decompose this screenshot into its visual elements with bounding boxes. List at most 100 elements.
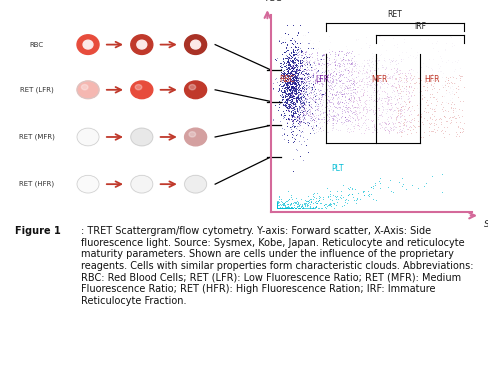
Point bbox=[429, 122, 437, 128]
Point bbox=[327, 81, 335, 87]
Point bbox=[298, 63, 306, 69]
Point bbox=[319, 69, 327, 75]
Point bbox=[349, 93, 357, 99]
Point bbox=[285, 77, 293, 83]
Point bbox=[291, 67, 299, 73]
Point bbox=[293, 111, 301, 117]
Point bbox=[285, 205, 293, 211]
Point bbox=[273, 202, 281, 208]
Point bbox=[284, 31, 292, 37]
Point bbox=[324, 62, 331, 68]
Point bbox=[278, 94, 285, 100]
Point bbox=[349, 77, 357, 84]
Point bbox=[278, 94, 286, 100]
Point bbox=[288, 93, 296, 99]
Point bbox=[303, 112, 311, 118]
Point bbox=[328, 120, 336, 126]
Point bbox=[334, 52, 342, 58]
Point bbox=[279, 205, 286, 211]
Point bbox=[324, 107, 332, 113]
Point bbox=[284, 94, 292, 101]
Point bbox=[349, 197, 357, 203]
Point bbox=[383, 101, 390, 107]
Point bbox=[308, 96, 316, 102]
Point bbox=[334, 69, 342, 75]
Point bbox=[280, 49, 288, 55]
Point bbox=[360, 100, 368, 106]
Point bbox=[313, 100, 321, 106]
Point bbox=[285, 85, 293, 91]
Point bbox=[414, 75, 422, 81]
Point bbox=[282, 205, 290, 211]
Point bbox=[399, 75, 407, 81]
Point bbox=[344, 85, 351, 91]
Point bbox=[295, 94, 303, 100]
Point bbox=[288, 92, 296, 98]
Point bbox=[282, 97, 290, 103]
Point bbox=[280, 90, 288, 96]
Point bbox=[361, 68, 369, 74]
Point bbox=[294, 44, 302, 50]
Point bbox=[290, 84, 298, 90]
Point bbox=[292, 118, 300, 124]
Point bbox=[290, 93, 298, 99]
Point bbox=[374, 88, 382, 94]
Point bbox=[285, 65, 292, 71]
Point bbox=[292, 97, 300, 103]
Point bbox=[291, 91, 299, 98]
Point bbox=[393, 110, 401, 116]
Point bbox=[408, 76, 416, 82]
Point bbox=[298, 109, 305, 115]
Point bbox=[278, 70, 285, 76]
Point bbox=[336, 192, 344, 198]
Point bbox=[382, 121, 389, 127]
Point bbox=[298, 99, 305, 105]
Point bbox=[290, 70, 298, 76]
Point bbox=[315, 81, 323, 87]
Point bbox=[438, 130, 446, 136]
Point bbox=[426, 100, 434, 106]
Point bbox=[300, 54, 307, 60]
Point bbox=[290, 77, 298, 84]
Point bbox=[274, 205, 282, 211]
Point bbox=[292, 70, 300, 76]
Point bbox=[288, 66, 296, 72]
Point bbox=[393, 92, 401, 98]
Point bbox=[305, 130, 313, 136]
Point bbox=[288, 58, 296, 64]
Point bbox=[287, 70, 295, 76]
Point bbox=[291, 88, 299, 94]
Point bbox=[295, 96, 303, 102]
Point bbox=[284, 103, 292, 109]
Point bbox=[343, 96, 351, 102]
Point bbox=[289, 99, 297, 105]
Point bbox=[334, 72, 342, 78]
Point bbox=[285, 43, 293, 50]
Point bbox=[361, 75, 369, 81]
Point bbox=[355, 68, 363, 74]
Point bbox=[289, 81, 297, 87]
Point bbox=[294, 95, 302, 101]
Point bbox=[419, 68, 427, 74]
Point bbox=[327, 92, 335, 98]
Point bbox=[297, 128, 305, 134]
Point bbox=[432, 94, 440, 101]
Point bbox=[281, 79, 288, 85]
Point bbox=[447, 90, 455, 96]
Point bbox=[287, 78, 295, 84]
Point bbox=[285, 101, 293, 107]
Point bbox=[294, 70, 302, 76]
Point bbox=[335, 50, 343, 56]
Point bbox=[359, 187, 367, 194]
Point bbox=[312, 107, 320, 113]
Point bbox=[427, 105, 435, 111]
Point bbox=[295, 97, 303, 103]
Point bbox=[401, 122, 409, 128]
Point bbox=[433, 68, 441, 74]
Point bbox=[297, 118, 305, 124]
Point bbox=[302, 105, 309, 111]
Point bbox=[314, 197, 322, 203]
Point bbox=[279, 68, 286, 74]
Point bbox=[400, 73, 408, 79]
Point bbox=[292, 47, 300, 53]
